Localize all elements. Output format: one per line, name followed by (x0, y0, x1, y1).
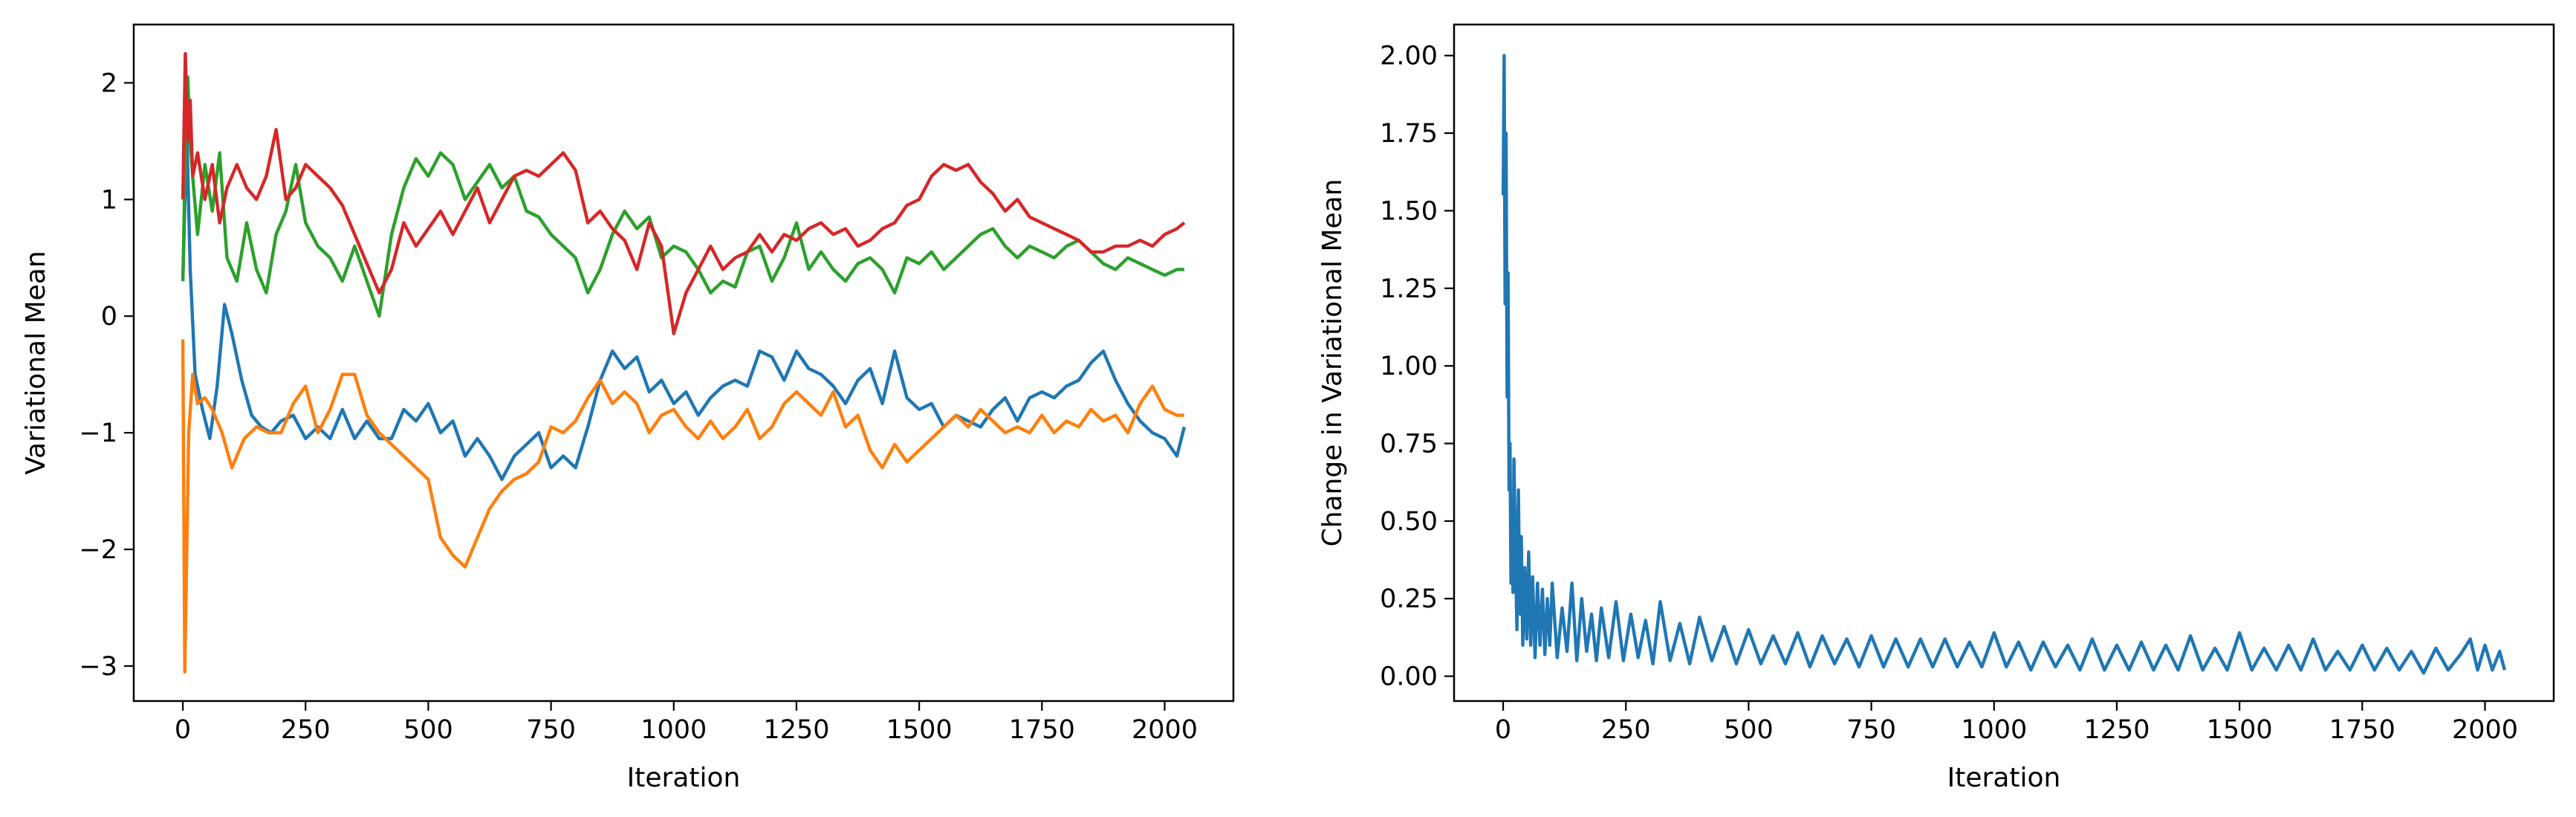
left-x-tick-label: 500 (403, 715, 453, 745)
right-series-line-1 (1501, 54, 2507, 675)
left-x-tick-label: 1250 (763, 715, 829, 745)
right-series-layer (1501, 54, 2507, 675)
left-series-line-3 (181, 75, 1184, 318)
right-x-tick-label: 500 (1724, 715, 1774, 745)
right-y-tick-label: 0.00 (1380, 662, 1438, 692)
left-y-axis-label: Variational Mean (21, 251, 51, 474)
left-x-tick-label: 1750 (1009, 715, 1075, 745)
left-y-tick-label: −1 (79, 419, 117, 448)
right-x-tick-label: 1750 (2329, 715, 2395, 745)
right-x-tick-label: 1500 (2207, 715, 2273, 745)
right-y-tick-label: 0.50 (1380, 507, 1438, 537)
right-x-tick-label: 2000 (2452, 715, 2518, 745)
right-chart: 0 250 500 750 1000 1250 1500 1750 2000 0.000.250… (1317, 23, 2555, 793)
left-x-tick-label: 1000 (640, 715, 707, 745)
right-y-tick-label: 0.25 (1380, 584, 1438, 614)
left-x-tick-label: 750 (526, 715, 576, 745)
left-y-tick-label: −2 (79, 535, 117, 565)
right-y-axis-label: Change in Variational Mean (1317, 179, 1348, 547)
left-series-line-4 (181, 51, 1186, 335)
left-series-line-1 (181, 127, 1187, 482)
right-y-tick-label: 1.50 (1380, 196, 1438, 226)
left-x-axis-label: Iteration (627, 763, 741, 793)
right-x-axis-label: Iteration (1947, 763, 2061, 793)
right-y-tick-label: 0.75 (1380, 430, 1438, 459)
left-y-tick-label: 1 (101, 185, 117, 215)
right-y-tick-label: 1.25 (1380, 274, 1438, 304)
left-plot-frame (132, 23, 1235, 703)
right-x-tick-label: 0 (1495, 715, 1511, 745)
left-y-tick-label: 0 (101, 302, 117, 332)
left-chart: 0 250 500 750 1000 1250 1500 1750 2000 −3 −2 −1 0 1 2… (21, 23, 1235, 793)
left-ytick-layer: −3 −2 −1 0 1 2 (79, 68, 134, 682)
left-x-tick-label: 0 (175, 715, 191, 745)
left-series-layer (181, 51, 1187, 674)
right-y-tick-label: 1.75 (1380, 119, 1438, 149)
right-x-tick-label: 1000 (1961, 715, 2027, 745)
right-y-tick-label: 2.00 (1380, 42, 1438, 71)
right-plot-frame (1453, 23, 2555, 703)
left-series-line-2 (181, 339, 1184, 674)
right-xtick-layer: 0 250 500 750 1000 1250 1500 1750 2000 (1495, 701, 2518, 745)
right-y-tick-label: 1.00 (1380, 352, 1438, 381)
right-x-tick-label: 1250 (2083, 715, 2150, 745)
right-ytick-layer: 0.00 0.25 0.50 0.75 1.00 1.25 1.50 1.75 2.00 (1380, 42, 1454, 692)
left-x-tick-label: 2000 (1132, 715, 1198, 745)
right-x-tick-label: 250 (1601, 715, 1651, 745)
left-xtick-layer: 0 250 500 750 1000 1250 1500 1750 2000 (175, 701, 1198, 745)
left-y-tick-label: −3 (79, 652, 117, 682)
left-x-tick-label: 250 (281, 715, 331, 745)
left-x-tick-label: 1500 (886, 715, 953, 745)
left-y-tick-label: 2 (101, 68, 117, 98)
right-x-tick-label: 750 (1846, 715, 1896, 745)
